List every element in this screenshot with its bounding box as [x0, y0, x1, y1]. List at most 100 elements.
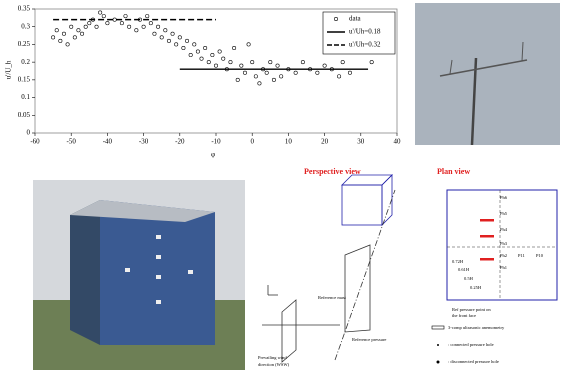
- ref-note: Ref pressure point on: [452, 307, 491, 312]
- data-point: [127, 24, 132, 29]
- legend-label: data: [349, 15, 362, 23]
- data-point: [275, 63, 280, 68]
- data-point: [134, 28, 139, 33]
- data-point: [152, 31, 157, 36]
- data-point: [239, 63, 244, 68]
- wind-label: Prevailing wind: [258, 355, 287, 360]
- point-label: Ph4: [500, 227, 508, 232]
- plan-legend: : connected pressure hole: [448, 342, 494, 347]
- x-tick-label: 20: [321, 138, 329, 146]
- data-point: [347, 70, 352, 75]
- x-tick-label: -40: [103, 138, 113, 146]
- data-point: [94, 24, 99, 29]
- data-point: [268, 60, 273, 65]
- data-point: [271, 77, 276, 82]
- data-point: [156, 24, 161, 29]
- data-point: [112, 17, 117, 22]
- plan-legend: 3-comp ultrasonic anemometry: [448, 325, 505, 330]
- data-point: [228, 60, 233, 65]
- x-tick-label: 0: [250, 138, 254, 146]
- data-point: [206, 60, 211, 65]
- data-point: [105, 21, 110, 26]
- data-point: [250, 60, 255, 65]
- x-tick-label: -50: [67, 138, 77, 146]
- data-point: [141, 24, 146, 29]
- data-point: [177, 35, 182, 40]
- point-label: Ph2: [500, 253, 507, 258]
- y-tick-label: 0.2: [21, 58, 30, 66]
- data-point: [185, 38, 190, 43]
- data-point: [54, 28, 59, 33]
- data-point: [61, 31, 66, 36]
- legend-label: u'/Uh=0.18: [349, 28, 381, 36]
- height-label: 0.72H: [452, 259, 464, 264]
- data-point: [98, 10, 103, 15]
- pressure-label: Reference pressure: [352, 337, 386, 342]
- point-label: Ph3: [500, 241, 508, 246]
- mast-photo: [415, 3, 560, 146]
- height-label: 0.5H: [464, 276, 474, 281]
- data-point: [253, 74, 258, 79]
- x-tick-label: -20: [175, 138, 185, 146]
- data-point: [192, 42, 197, 47]
- height-label: 0.25H: [470, 285, 482, 290]
- building-photo: [33, 180, 245, 370]
- data-point: [170, 31, 175, 36]
- y-tick-label: 0.35: [18, 5, 31, 13]
- data-point: [340, 60, 345, 65]
- data-point: [217, 49, 222, 54]
- data-point: [101, 14, 106, 19]
- data-point: [166, 38, 171, 43]
- data-point: [221, 56, 226, 61]
- legend-swatch: [333, 16, 338, 21]
- data-point: [76, 28, 81, 33]
- x-tick-label: 10: [285, 138, 293, 146]
- data-point: [51, 35, 56, 40]
- data-point: [69, 24, 74, 29]
- data-point: [235, 77, 240, 82]
- x-tick-label: -60: [30, 138, 40, 146]
- data-point: [293, 70, 298, 75]
- data-point: [369, 60, 374, 65]
- data-point: [83, 24, 88, 29]
- data-point: [300, 60, 305, 65]
- data-point: [279, 74, 284, 79]
- mast-label: Reference mast: [318, 295, 347, 300]
- point-label: Ph1: [500, 265, 507, 270]
- height-label: 0.61H: [458, 267, 470, 272]
- point-label: Ph6: [500, 195, 508, 200]
- data-point: [80, 31, 85, 36]
- data-point: [246, 42, 251, 47]
- data-point: [174, 42, 179, 47]
- perspective-title: Perspective view: [304, 167, 361, 176]
- plan-title: Plan view: [437, 167, 470, 176]
- data-point: [203, 45, 208, 50]
- data-point: [199, 56, 204, 61]
- data-point: [163, 28, 168, 33]
- x-tick-label: 40: [394, 138, 402, 146]
- data-point: [119, 21, 124, 26]
- data-point: [242, 70, 247, 75]
- data-point: [87, 21, 92, 26]
- data-point: [123, 14, 128, 19]
- legend-box: [322, 11, 396, 55]
- x-tick-label: -30: [139, 138, 149, 146]
- ref-note: the front face: [452, 313, 476, 318]
- data-point: [148, 21, 153, 26]
- point-label: P11: [518, 253, 525, 258]
- y-tick-label: 0.1: [21, 93, 30, 101]
- perspective-diagram: [262, 174, 396, 363]
- y-tick-label: 0: [27, 129, 31, 137]
- plan-legend: : disconnected pressure hole: [448, 359, 499, 364]
- data-point: [65, 42, 70, 47]
- x-tick-label: 30: [357, 138, 365, 146]
- data-point: [145, 14, 150, 19]
- data-point: [210, 53, 215, 58]
- data-point: [72, 35, 77, 40]
- y-tick-label: 0.25: [18, 40, 31, 48]
- point-label: Ph5: [500, 211, 508, 216]
- wind-label: direction (WSW): [258, 362, 290, 367]
- data-point: [195, 49, 200, 54]
- data-point: [315, 70, 320, 75]
- y-axis-label: u'/U_h: [5, 60, 13, 79]
